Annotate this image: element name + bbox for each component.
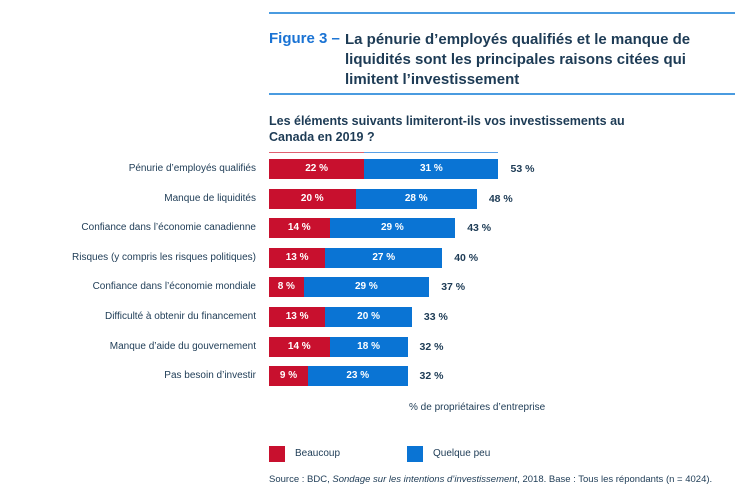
bar-quelque-peu — [307, 366, 408, 386]
total-value-label: 40 % — [454, 252, 479, 264]
segment-value-label: 28 % — [404, 193, 428, 204]
category-label: Confiance dans l’économie canadienne — [81, 222, 256, 233]
segment-value-label: 20 % — [300, 193, 324, 204]
bar-beaucoup — [269, 307, 326, 327]
segment-value-label: 29 % — [355, 281, 378, 292]
segment-value-label: 9 % — [279, 370, 298, 381]
category-label: Difficulté à obtenir du financement — [104, 311, 256, 322]
category-label: Pas besoin d’investir — [164, 370, 256, 381]
bar-quelque-peu — [364, 159, 499, 179]
source-prefix: Source : BDC, — [269, 474, 333, 485]
category-label: Confiance dans l’économie mondiale — [92, 281, 256, 292]
bar-beaucoup — [269, 248, 326, 268]
segment-value-label: 13 % — [285, 311, 309, 322]
segment-value-label: 22 % — [305, 163, 329, 174]
segment-value-label: 8 % — [277, 281, 295, 292]
bar-beaucoup — [269, 159, 365, 179]
bar-quelque-peu — [355, 189, 477, 209]
bar-quelque-peu — [325, 307, 412, 327]
total-value-label: 43 % — [467, 222, 492, 234]
bar-beaucoup — [269, 337, 330, 357]
segment-value-label: 27 % — [372, 252, 396, 263]
total-value-label: 48 % — [488, 193, 513, 205]
total-value-label: 37 % — [441, 281, 466, 293]
question-rule-blue — [364, 152, 498, 153]
figure-title: La pénurie d’employés qualifiés et le ma… — [345, 31, 691, 88]
bar-quelque-peu — [325, 248, 443, 268]
segment-value-label: 29 % — [380, 222, 404, 233]
title-rule — [269, 93, 735, 95]
category-label: Manque d’aide du gouvernement — [109, 341, 256, 352]
category-label: Manque de liquidités — [164, 193, 256, 204]
segment-value-label: 14 % — [287, 222, 311, 233]
source-note: Source : BDC, Sondage sur les intentions… — [269, 474, 712, 485]
bar-beaucoup — [269, 218, 330, 238]
category-label: Risques (y compris les risques politique… — [72, 252, 256, 263]
figure-label: Figure 3 – — [269, 30, 340, 47]
x-axis-label: % de propriétaires d’entreprise — [409, 402, 546, 413]
segment-value-label: 31 % — [419, 163, 443, 174]
bar-quelque-peu — [303, 277, 430, 297]
segment-value-label: 20 % — [357, 311, 380, 322]
source-title: Sondage sur les intentions d’investissem… — [332, 474, 518, 485]
legend-swatch-quelque-peu — [407, 446, 423, 462]
segment-value-label: 23 % — [346, 370, 370, 381]
legend-label-quelque-peu: Quelque peu — [433, 448, 491, 459]
bar-beaucoup — [269, 189, 356, 209]
bar-quelque-peu — [329, 218, 456, 238]
total-value-label: 32 % — [419, 370, 444, 382]
source-suffix: , 2018. Base : Tous les répondants (n = … — [517, 474, 713, 485]
bar-beaucoup — [269, 277, 304, 297]
segment-value-label: 14 % — [287, 341, 311, 352]
segment-value-label: 18 % — [357, 341, 380, 352]
total-value-label: 33 % — [423, 311, 448, 323]
total-value-label: 53 % — [510, 163, 535, 175]
legend-swatch-beaucoup — [269, 446, 285, 462]
total-value-label: 32 % — [419, 341, 444, 353]
legend-label-beaucoup: Beaucoup — [295, 448, 341, 459]
bar-quelque-peu — [329, 337, 408, 357]
question-rule-red — [269, 152, 364, 153]
top-rule — [269, 12, 735, 14]
bar-beaucoup — [269, 366, 308, 386]
category-label: Pénurie d’employés qualifiés — [128, 163, 256, 174]
chart-question: Les éléments suivants limiteront-ils vos… — [269, 114, 625, 144]
segment-value-label: 13 % — [285, 252, 309, 263]
